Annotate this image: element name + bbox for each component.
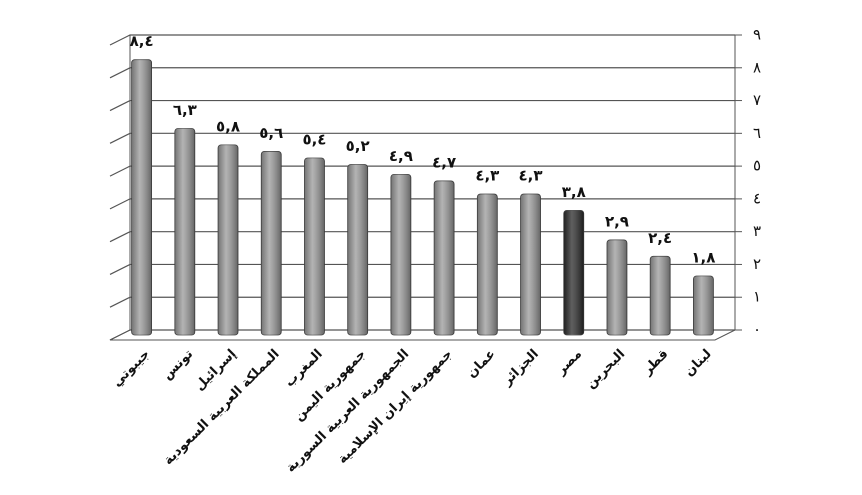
bar-shade bbox=[304, 158, 325, 335]
bar-shade bbox=[131, 59, 152, 336]
x-tick-label: جيبوتي bbox=[110, 347, 153, 390]
value-label: ٢,٩ bbox=[605, 212, 629, 230]
y-tick-label: ٤ bbox=[753, 189, 761, 207]
value-label: ٥,٢ bbox=[346, 137, 370, 155]
grid-line bbox=[109, 296, 735, 308]
value-label: ٢,٤ bbox=[648, 229, 672, 247]
bar-shade bbox=[477, 194, 498, 335]
y-tick-label: ٨ bbox=[753, 58, 761, 76]
bar-shade bbox=[650, 256, 671, 335]
bar-shade bbox=[261, 151, 282, 335]
grid-line bbox=[109, 132, 735, 144]
grid-line bbox=[109, 198, 735, 210]
value-label: ٤,٧ bbox=[432, 153, 456, 171]
grid-line bbox=[109, 34, 735, 46]
grid-line bbox=[109, 231, 735, 243]
floor bbox=[109, 329, 736, 341]
y-tick-label: ٣ bbox=[753, 222, 761, 240]
value-label: ٣,٨ bbox=[562, 183, 586, 201]
x-tick-label: مصر bbox=[553, 347, 585, 379]
y-tick-label: ٩ bbox=[753, 26, 761, 44]
value-label: ٤,٣ bbox=[519, 167, 543, 185]
bar-shade bbox=[434, 180, 455, 335]
x-tick-label: قطر bbox=[639, 347, 671, 379]
y-tick-label: ١ bbox=[753, 288, 761, 306]
y-tick-label: ٦ bbox=[753, 124, 761, 142]
grid-line bbox=[109, 263, 735, 275]
y-tick-label: ٥ bbox=[753, 157, 761, 175]
y-tick-label: ٧ bbox=[753, 91, 761, 109]
value-label: ٦,٣ bbox=[173, 101, 197, 119]
value-label: ٥,٨ bbox=[216, 117, 240, 135]
x-tick-label: الجزائر bbox=[499, 347, 542, 390]
y-tick-label: ٠ bbox=[753, 321, 761, 339]
bar-shade bbox=[563, 210, 584, 335]
bar-shade bbox=[390, 174, 411, 335]
bar-shade bbox=[218, 144, 239, 335]
bar-shade bbox=[693, 276, 714, 335]
value-label: ٤,٣ bbox=[475, 167, 499, 185]
value-label: ٤,٩ bbox=[389, 147, 413, 165]
y-tick-label: ٢ bbox=[753, 255, 761, 273]
bar-shade bbox=[174, 128, 195, 335]
value-label: ٥,٦ bbox=[259, 124, 283, 142]
x-tick-label: المغرب bbox=[282, 347, 326, 391]
x-tick-label: البحرين bbox=[583, 347, 628, 392]
value-label: ٨,٤ bbox=[130, 32, 154, 50]
x-tick-label: تونس bbox=[160, 347, 196, 383]
grid-line bbox=[109, 165, 735, 177]
x-tick-label: عمان bbox=[464, 347, 498, 381]
grid-line bbox=[109, 99, 735, 112]
bar-shade bbox=[606, 239, 627, 335]
bar-shade bbox=[347, 164, 368, 335]
x-tick-label: لبنان bbox=[682, 347, 715, 380]
grid-line bbox=[109, 67, 735, 79]
bar-shade bbox=[520, 194, 541, 335]
value-label: ١,٨ bbox=[691, 249, 715, 267]
value-label: ٥,٤ bbox=[302, 131, 326, 149]
